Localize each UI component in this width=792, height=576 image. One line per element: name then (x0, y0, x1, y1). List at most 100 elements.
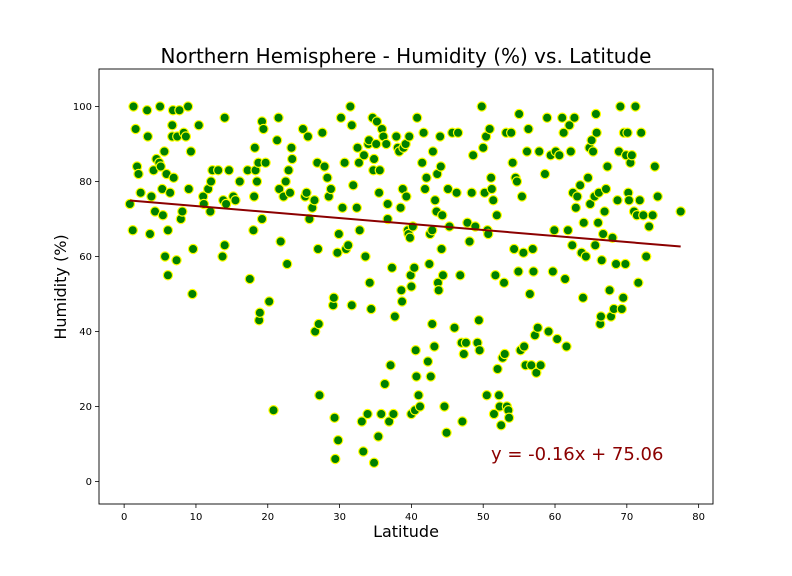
data-point (491, 210, 503, 221)
data-point (385, 360, 396, 371)
data-point (612, 195, 623, 206)
data-point (435, 161, 447, 172)
data-point (476, 101, 487, 112)
data-point (171, 255, 182, 266)
data-point (328, 292, 340, 303)
data-point (376, 408, 387, 420)
data-point (507, 157, 518, 168)
data-point (641, 251, 652, 262)
data-point (373, 431, 384, 442)
data-point (437, 210, 448, 221)
data-point (539, 168, 551, 180)
data-point (205, 176, 217, 187)
data-point (518, 247, 529, 258)
data-point (358, 150, 370, 161)
y-tick-label: 80 (79, 177, 92, 188)
data-point (332, 247, 343, 258)
data-point (256, 213, 268, 225)
data-point (409, 262, 420, 273)
data-point (297, 123, 309, 135)
data-point (414, 401, 426, 412)
data-point (219, 240, 230, 251)
data-point (421, 172, 432, 183)
data-point (626, 150, 638, 161)
x-tick-label: 0 (121, 512, 127, 523)
data-point (442, 183, 454, 195)
data-point (174, 105, 185, 116)
data-point (424, 258, 435, 270)
data-point (312, 243, 324, 255)
data-point (263, 296, 275, 307)
plot-frame (98, 68, 714, 505)
data-point (248, 191, 260, 202)
data-point (464, 236, 475, 247)
data-point (610, 258, 622, 270)
data-point (580, 251, 592, 262)
data-point (302, 131, 314, 142)
data-point (551, 333, 563, 345)
data-point (483, 228, 494, 240)
data-point (230, 195, 241, 206)
data-point (460, 337, 472, 348)
data-point (600, 183, 612, 195)
data-point (187, 288, 198, 300)
data-point (157, 210, 169, 221)
data-point (275, 236, 286, 247)
data-point (592, 217, 604, 228)
y-tick-label: 0 (86, 477, 92, 488)
data-point (388, 408, 399, 420)
data-point (164, 187, 176, 198)
data-point (484, 123, 495, 135)
data-point (591, 127, 602, 138)
data-point (451, 187, 462, 198)
data-point (314, 390, 325, 401)
data-point (535, 360, 546, 371)
regression-line (129, 199, 681, 248)
data-point (309, 195, 320, 206)
data-point (159, 146, 170, 157)
data-point (488, 408, 500, 420)
data-point (513, 108, 525, 120)
data-point (273, 112, 284, 123)
data-point (524, 288, 536, 300)
y-tick-label: 40 (79, 327, 92, 338)
data-point (562, 225, 574, 236)
data-point (410, 345, 421, 356)
data-point (379, 378, 391, 390)
data-point (346, 300, 357, 311)
data-point (578, 217, 589, 228)
data-point (427, 146, 439, 157)
data-point (219, 112, 230, 123)
data-point (351, 202, 363, 213)
data-point (396, 285, 407, 296)
data-point (425, 371, 436, 382)
data-point (286, 153, 298, 165)
data-point (558, 127, 569, 138)
data-point (251, 176, 263, 187)
data-point (635, 127, 647, 138)
data-point (634, 195, 645, 206)
data-point (488, 195, 499, 206)
data-point (382, 198, 393, 210)
y-axis: 0 20 40 60 80 100 (73, 102, 99, 488)
data-point (193, 120, 205, 131)
data-point (543, 326, 554, 337)
data-point (647, 210, 658, 221)
data-point (322, 172, 333, 183)
data-point (330, 453, 341, 465)
data-point (582, 172, 594, 183)
data-point (416, 157, 428, 168)
data-point (391, 131, 402, 142)
data-point (268, 405, 279, 416)
x-axis: 0 10 20 30 40 50 60 70 80 (121, 504, 705, 523)
data-point (419, 183, 431, 195)
data-point (527, 243, 538, 255)
data-point (353, 157, 365, 168)
data-point (325, 183, 337, 195)
data-point (130, 123, 141, 135)
data-point (313, 318, 324, 330)
data-point (128, 101, 139, 112)
x-tick-label: 30 (333, 512, 346, 523)
data-point (374, 165, 385, 176)
data-point (335, 112, 347, 123)
